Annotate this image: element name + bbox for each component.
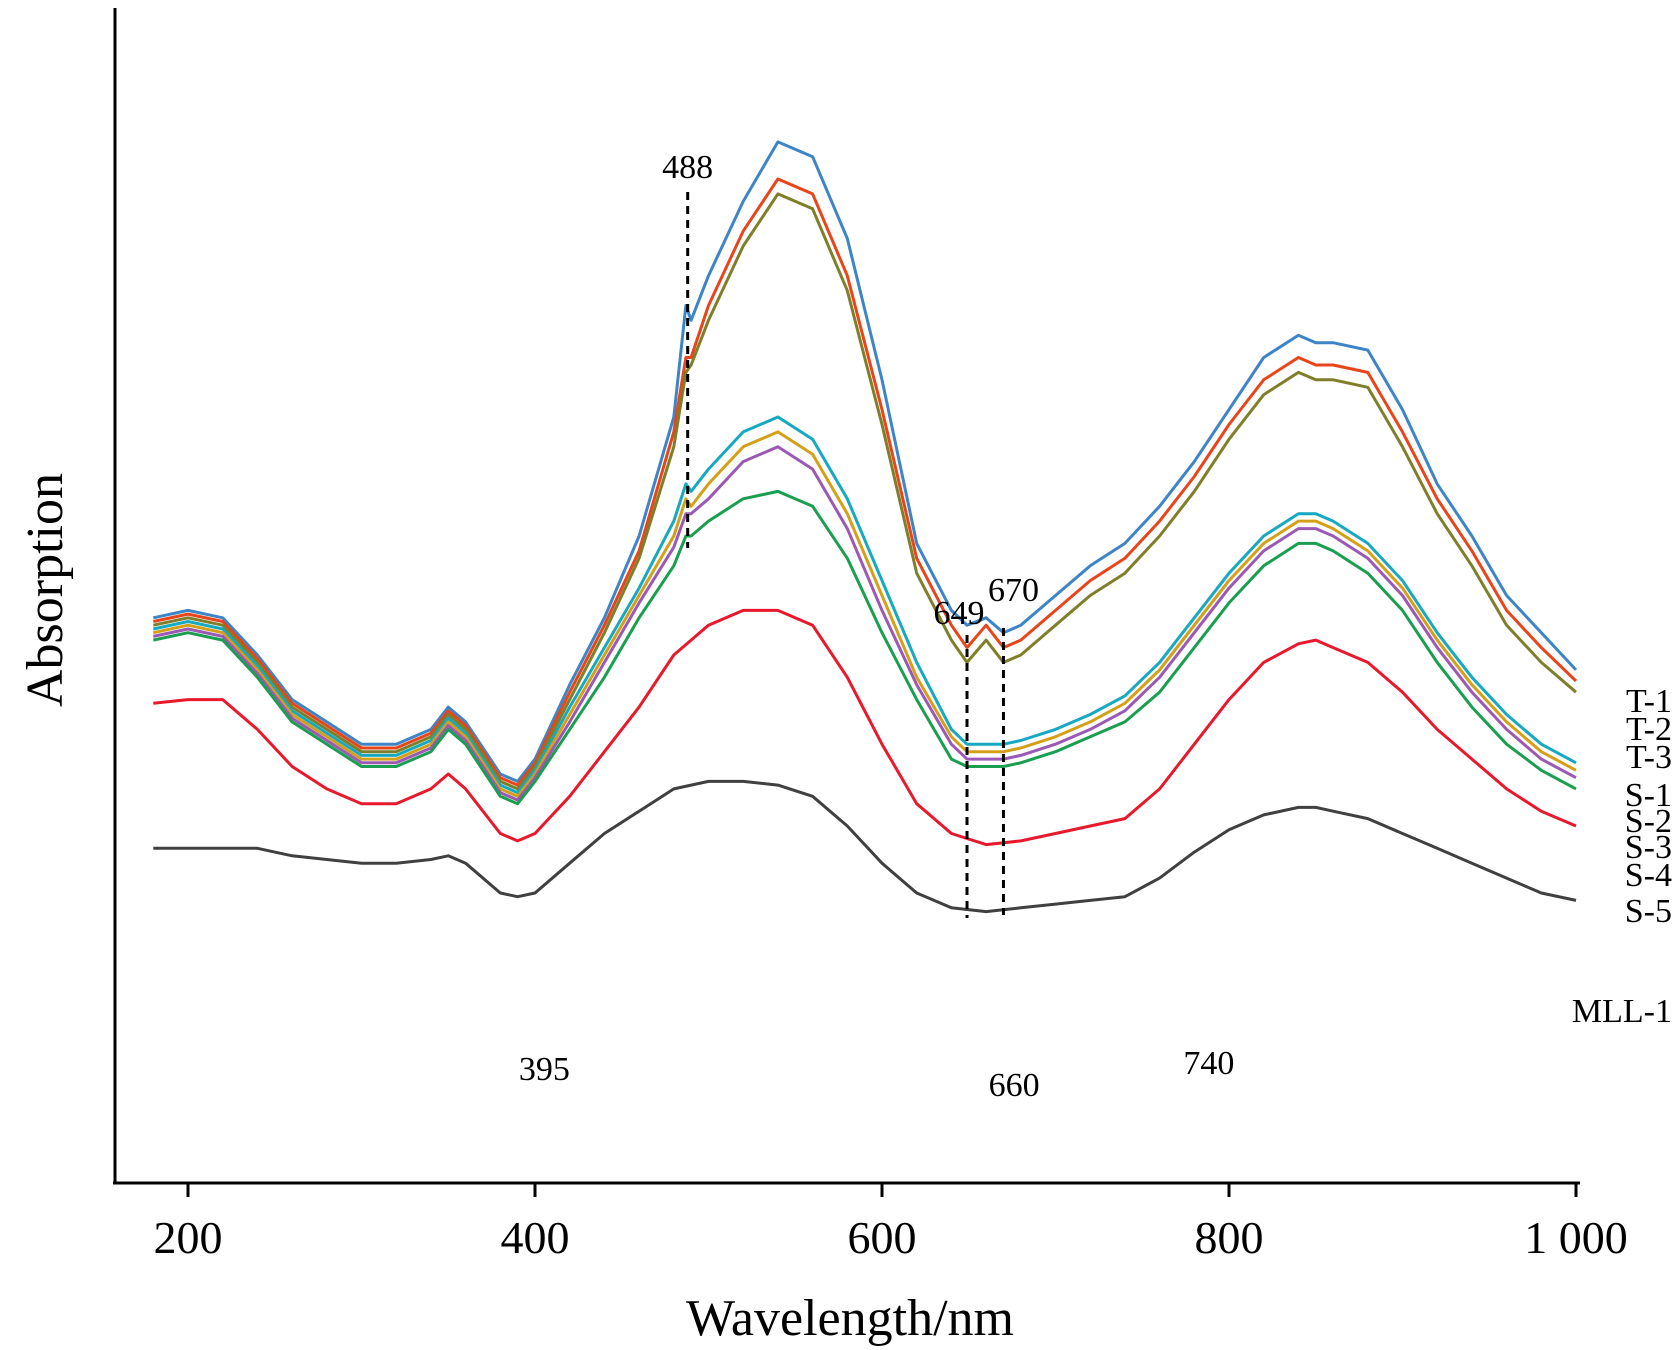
- x-tick-label: 400: [501, 1212, 570, 1263]
- series-line-s-4: [152, 489, 1577, 806]
- reference-label-649: 649: [934, 595, 985, 632]
- series-label-t-3: T-3: [1626, 739, 1672, 776]
- x-tick-label: 1 000: [1524, 1212, 1628, 1263]
- series-label-s-1: S-1: [1625, 777, 1672, 814]
- series-label-s-5: S-5: [1625, 893, 1672, 930]
- series-line-s-1: [152, 415, 1577, 795]
- series-line-s-2: [152, 430, 1577, 798]
- annotation-395: 395: [519, 1051, 570, 1088]
- series-line-t-1: [152, 140, 1578, 783]
- annotation-660: 660: [989, 1067, 1040, 1104]
- reference-label-488: 488: [662, 149, 713, 186]
- series-lines: [152, 140, 1578, 914]
- series-label-mll-1: MLL-1: [1572, 993, 1672, 1030]
- series-label-s-2: S-2: [1625, 803, 1672, 840]
- x-axis-title: Wavelength/nm: [686, 1290, 1014, 1347]
- series-line-t-2: [152, 177, 1578, 787]
- reference-label-670: 670: [988, 572, 1039, 609]
- annotations: 395 660 740: [519, 1045, 1235, 1104]
- series-labels: T-1T-2T-3S-1S-2S-3S-4S-5 MLL-1: [1572, 683, 1672, 1030]
- series-line-s-3: [152, 445, 1577, 802]
- x-axis-ticks: 200 400 600 800 1 000: [154, 1183, 1628, 1263]
- series-line-mll-1: [153, 779, 1577, 914]
- series-label-s-4: S-4: [1625, 857, 1672, 894]
- series-label-s-3: S-3: [1625, 829, 1672, 866]
- series-label-t-1: T-1: [1626, 683, 1672, 720]
- y-axis-title: Absorption: [17, 473, 74, 707]
- series-line-t-3: [152, 192, 1577, 791]
- series-label-t-2: T-2: [1626, 711, 1672, 748]
- annotation-740: 740: [1183, 1045, 1234, 1082]
- x-tick-label: 200: [154, 1212, 223, 1263]
- series-line-s-5: [153, 608, 1577, 847]
- x-tick-label: 800: [1195, 1212, 1264, 1263]
- x-tick-label: 600: [848, 1212, 917, 1263]
